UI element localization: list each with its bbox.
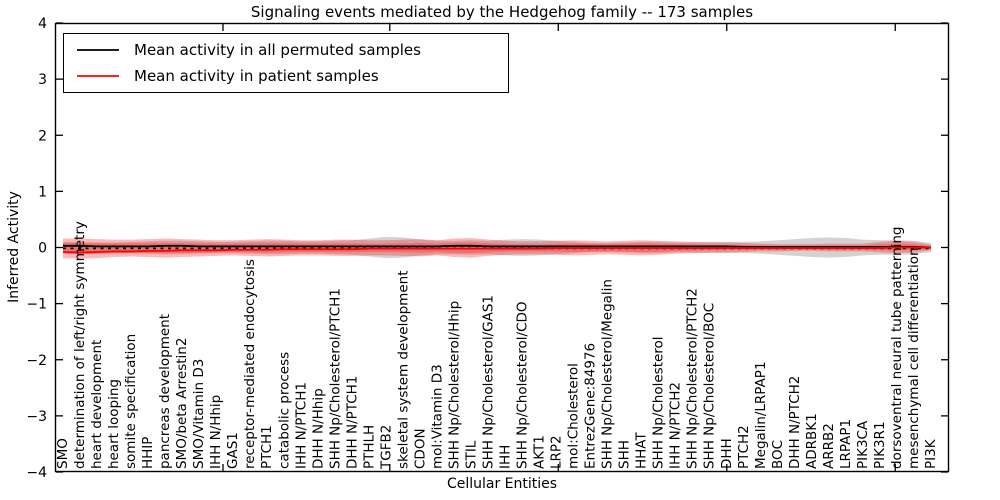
x-tick-label: EntrezGene:84976 xyxy=(583,343,599,469)
legend-line-black-icon xyxy=(77,49,119,52)
x-tick-label: IHH xyxy=(498,445,514,469)
x-tick-label: heart development xyxy=(89,340,105,469)
y-tick-label: 1 xyxy=(38,184,47,200)
x-tick-label: PIK3CA xyxy=(855,420,871,469)
x-axis-label: Cellular Entities xyxy=(446,476,558,492)
x-tick-label: DHH N/PTCH1 xyxy=(344,376,360,469)
x-tick-label: pancreas development xyxy=(157,314,173,469)
legend-line-red-icon xyxy=(77,74,119,77)
x-tick-label: PIK3R1 xyxy=(872,421,888,469)
x-tick-label: IHH N/PTCH1 xyxy=(293,382,309,469)
x-tick-label: STIL xyxy=(463,440,479,469)
x-tick-label: SHH Np/Cholesterol/Hhip xyxy=(446,301,462,469)
x-tick-label: LRPAP1 xyxy=(838,419,854,469)
x-tick-label: GAS1 xyxy=(225,432,241,469)
x-tick-label: IHH N/Hhip xyxy=(208,395,224,469)
x-tick-label: receptor-mediated endocytosis xyxy=(242,259,258,469)
x-tick-label: determination of left/right symmetry xyxy=(72,221,88,469)
x-tick-label: ADRBK1 xyxy=(804,413,820,469)
x-tick-label: ARRB2 xyxy=(821,423,837,469)
legend: Mean activity in all permuted samples Me… xyxy=(63,33,509,93)
x-tick-label: SHH Np/Cholesterol/PTCH1 xyxy=(327,288,343,469)
y-tick-label: −3 xyxy=(26,409,47,425)
x-tick-label: DHH xyxy=(719,438,735,469)
y-tick-label: 0 xyxy=(38,241,47,257)
x-tick-label: DHH N/PTCH2 xyxy=(787,376,803,469)
y-tick-label: 4 xyxy=(38,16,47,32)
x-tick-label: IHH N/PTCH2 xyxy=(668,382,684,469)
x-tick-label: catabolic process xyxy=(276,352,292,469)
x-tick-label: heart looping xyxy=(106,379,122,469)
x-tick-label: AKT1 xyxy=(532,435,548,469)
series-line-patient xyxy=(62,246,931,254)
x-tick-label: PTCH2 xyxy=(736,425,752,469)
x-tick-label: HHAT xyxy=(634,432,650,469)
legend-item-patient: Mean activity in patient samples xyxy=(77,67,508,85)
series-line-permuted xyxy=(63,244,932,249)
band-permuted xyxy=(63,236,931,259)
x-tick-label: SMO xyxy=(55,438,71,469)
x-tick-label: skeletal system development xyxy=(395,271,411,469)
x-tick-label: SMO/Vitamin D3 xyxy=(191,359,207,469)
x-tick-label: SHH Np/Cholesterol/GAS1 xyxy=(480,295,496,469)
x-tick-label: mol:Vitamin D3 xyxy=(429,364,445,469)
x-tick-label: LRP2 xyxy=(549,435,565,469)
legend-label-permuted: Mean activity in all permuted samples xyxy=(134,41,421,60)
x-tick-label: somite specification xyxy=(123,334,139,469)
y-tick-label: −4 xyxy=(26,465,47,481)
x-tick-label: SHH Np/Cholesterol/CDO xyxy=(515,301,531,469)
x-tick-label: mesenchymal cell differentiation xyxy=(906,247,922,469)
y-tick-label: −1 xyxy=(26,297,47,313)
x-tick-label: SMO/beta Arrestin2 xyxy=(174,338,190,469)
x-tick-label: PI3K xyxy=(923,438,939,469)
x-tick-label: TGFB2 xyxy=(378,425,394,470)
x-tick-label: Megalin/LRPAP1 xyxy=(753,361,769,469)
x-tick-label: SHH xyxy=(617,440,633,469)
plot-frame xyxy=(54,22,950,473)
legend-label-patient: Mean activity in patient samples xyxy=(134,66,379,85)
x-tick-label: PTHLH xyxy=(361,425,377,469)
y-tick-label: 2 xyxy=(38,128,47,144)
x-tick-label: SHH Np/Cholesterol/BOC xyxy=(702,303,718,469)
x-tick-label: dorsoventral neural tube patterning xyxy=(889,227,905,469)
x-tick-label: PTCH1 xyxy=(259,425,275,469)
x-tick-label: mol:Cholesterol xyxy=(566,363,582,469)
x-tick-label: BOC xyxy=(770,440,786,469)
x-tick-label: CDON xyxy=(412,428,428,469)
x-tick-label: HHIP xyxy=(140,437,156,469)
legend-item-permuted: Mean activity in all permuted samples xyxy=(77,41,508,59)
y-tick-label: 3 xyxy=(38,72,47,88)
y-tick-label: −2 xyxy=(26,353,47,369)
x-tick-label: DHH N/Hhip xyxy=(310,388,326,469)
chart-title: Signaling events mediated by the Hedgeho… xyxy=(250,3,754,21)
x-tick-label: SHH Np/Cholesterol xyxy=(651,336,667,469)
x-tick-label: SHH Np/Cholesterol/PTCH2 xyxy=(685,288,701,469)
x-tick-label: SHH Np/Cholesterol/Megalin xyxy=(600,279,616,469)
